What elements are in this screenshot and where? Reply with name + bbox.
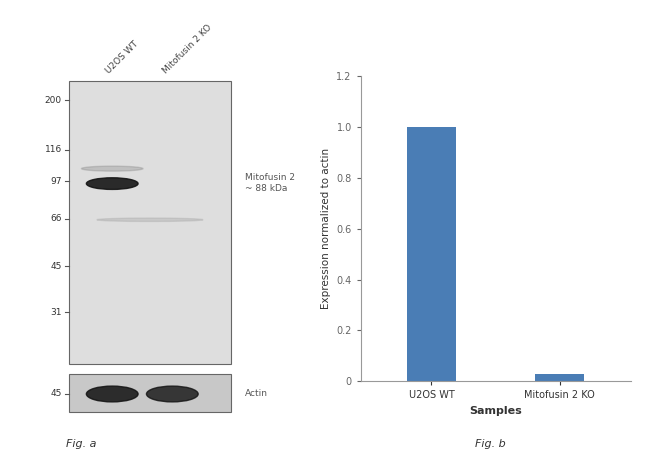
Bar — [407, 127, 456, 381]
X-axis label: Samples: Samples — [469, 406, 522, 416]
Bar — [536, 373, 584, 381]
Text: 45: 45 — [51, 262, 62, 271]
Ellipse shape — [97, 218, 203, 221]
Text: 97: 97 — [51, 176, 62, 186]
Text: Actin: Actin — [245, 389, 268, 399]
Text: 45: 45 — [51, 389, 62, 399]
Text: 66: 66 — [51, 214, 62, 223]
Ellipse shape — [81, 166, 143, 171]
Ellipse shape — [146, 386, 198, 402]
Text: Fig. b: Fig. b — [475, 439, 506, 449]
Ellipse shape — [86, 386, 138, 402]
Bar — [69, 81, 231, 364]
Text: 200: 200 — [45, 96, 62, 104]
Bar — [69, 374, 231, 412]
Text: U2OS WT: U2OS WT — [104, 39, 140, 75]
Text: 31: 31 — [51, 308, 62, 316]
Text: Mitofusin 2
~ 88 kDa: Mitofusin 2 ~ 88 kDa — [245, 174, 295, 193]
Text: 116: 116 — [45, 146, 62, 154]
Y-axis label: Expression normalized to actin: Expression normalized to actin — [321, 148, 331, 309]
Ellipse shape — [86, 178, 138, 189]
Text: Mitofusin 2 KO: Mitofusin 2 KO — [161, 23, 214, 75]
Text: Fig. a: Fig. a — [66, 439, 96, 449]
